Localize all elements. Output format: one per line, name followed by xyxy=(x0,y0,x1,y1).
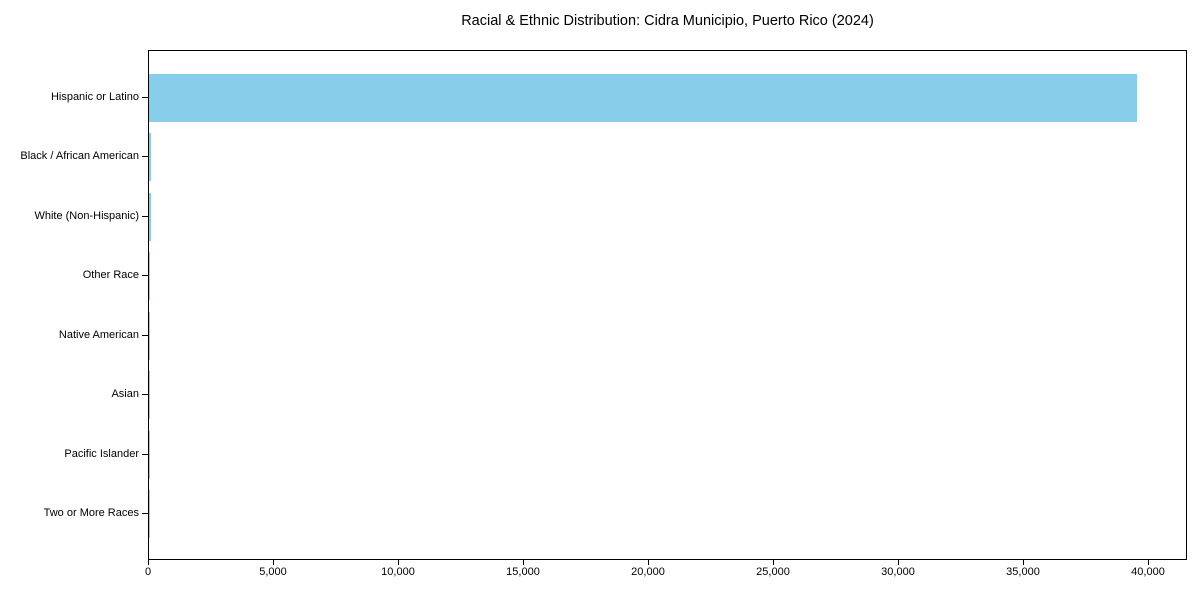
x-tick-label: 0 xyxy=(144,566,152,578)
y-tick-label: White (Non-Hispanic) xyxy=(34,209,139,222)
y-tick-label: Pacific Islander xyxy=(64,447,139,460)
x-tick-label: 40,000 xyxy=(1131,566,1165,578)
x-tick-mark xyxy=(523,560,524,565)
y-tick-label: Native American xyxy=(58,328,139,341)
x-tick-label: 30,000 xyxy=(881,566,915,578)
y-tick-label: Two or More Races xyxy=(43,507,139,520)
y-tick-mark xyxy=(142,513,148,515)
y-tick-label: Hispanic or Latino xyxy=(50,90,139,103)
bar-other-race xyxy=(149,252,150,301)
chart-title: Racial & Ethnic Distribution: Cidra Muni… xyxy=(461,13,874,29)
x-tick-mark xyxy=(398,560,399,565)
y-tick-label: Asian xyxy=(111,388,139,401)
x-tick-label: 10,000 xyxy=(381,566,415,578)
y-tick-label: Black / African American xyxy=(20,150,139,163)
x-tick-mark xyxy=(773,560,774,565)
x-tick-mark xyxy=(648,560,649,565)
bar-hispanic-or-latino xyxy=(149,73,1137,122)
x-tick-mark xyxy=(898,560,899,565)
x-tick-label: 25,000 xyxy=(756,566,790,578)
x-tick-mark xyxy=(1023,560,1024,565)
x-tick-label: 15,000 xyxy=(506,566,540,578)
y-tick-mark xyxy=(142,453,148,455)
plot-area xyxy=(148,50,1187,560)
x-tick-mark xyxy=(273,560,274,565)
y-tick-mark xyxy=(142,394,148,396)
bar-two-or-more-races xyxy=(149,490,150,539)
x-tick-mark xyxy=(148,560,149,565)
y-tick-mark xyxy=(142,156,148,158)
bar-white-non-hispanic xyxy=(149,192,151,241)
y-tick-mark xyxy=(142,215,148,217)
y-tick-mark xyxy=(142,96,148,98)
y-tick-mark xyxy=(142,275,148,277)
y-tick-mark xyxy=(142,334,148,336)
bar-black-african-american xyxy=(149,133,151,182)
x-tick-label: 35,000 xyxy=(1006,566,1040,578)
x-tick-label: 5,000 xyxy=(259,566,287,578)
x-tick-label: 20,000 xyxy=(631,566,665,578)
y-tick-label: Other Race xyxy=(82,269,139,282)
x-tick-mark xyxy=(1148,560,1149,565)
